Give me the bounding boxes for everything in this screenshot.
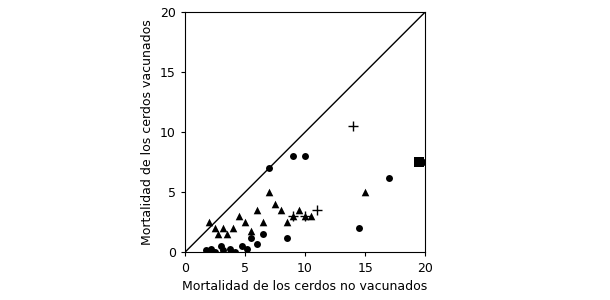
Point [226, 247, 235, 251]
Point [214, 232, 223, 237]
X-axis label: Mortalidad de los cerdos no vacunados: Mortalidad de los cerdos no vacunados [182, 280, 428, 293]
Point [288, 214, 298, 219]
Point [231, 250, 240, 255]
Point [270, 202, 280, 207]
Point [384, 176, 394, 180]
Point [264, 166, 274, 171]
Point [246, 228, 256, 233]
Point [204, 220, 213, 225]
Point [252, 208, 262, 213]
Point [240, 220, 249, 225]
Point [258, 232, 268, 237]
Point [228, 226, 238, 231]
Point [264, 190, 274, 195]
Point [216, 244, 226, 249]
Point [206, 247, 216, 251]
Point [276, 208, 286, 213]
Point [354, 226, 364, 231]
Point [420, 160, 430, 165]
Point [312, 208, 322, 213]
Point [218, 226, 228, 231]
Point [288, 154, 298, 159]
Point [414, 160, 424, 165]
Point [222, 232, 232, 237]
Point [218, 248, 228, 253]
Point [306, 214, 316, 219]
Point [234, 214, 244, 219]
Point [210, 250, 220, 255]
Point [210, 226, 220, 231]
Point [288, 214, 298, 219]
Point [300, 214, 310, 219]
Point [242, 247, 252, 251]
Point [252, 242, 262, 247]
Point [201, 248, 211, 253]
Point [258, 220, 268, 225]
Point [294, 208, 304, 213]
Point [246, 236, 256, 240]
Point [361, 190, 370, 195]
Point [282, 220, 292, 225]
Point [300, 154, 310, 159]
Point [237, 244, 247, 249]
Y-axis label: Mortalidad de los cerdos vacunados: Mortalidad de los cerdos vacunados [142, 19, 154, 245]
Point [348, 124, 358, 129]
Point [300, 214, 310, 219]
Point [282, 236, 292, 240]
